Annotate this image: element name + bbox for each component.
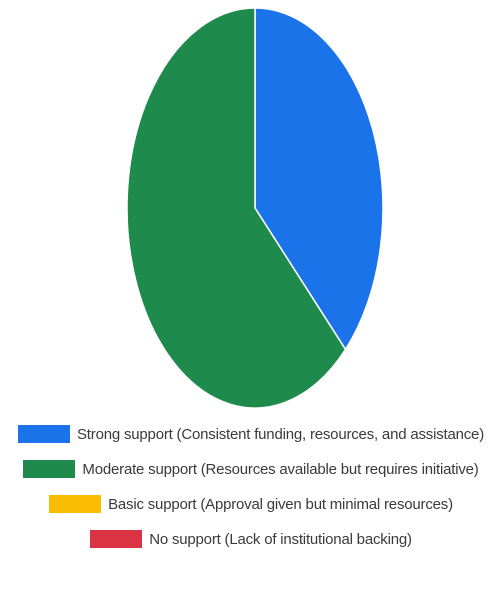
legend-item-strong-support[interactable]: Strong support (Consistent funding, reso… <box>0 424 502 444</box>
legend-label-no-support: No support (Lack of institutional backin… <box>149 530 412 548</box>
legend-swatch-basic-support <box>49 495 102 513</box>
legend-label-moderate-support: Moderate support (Resources available bu… <box>82 460 479 478</box>
pie-plot-area <box>126 7 384 409</box>
legend-item-basic-support[interactable]: Basic support (Approval given but minima… <box>0 494 502 514</box>
legend: Strong support (Consistent funding, reso… <box>0 424 502 564</box>
legend-item-no-support[interactable]: No support (Lack of institutional backin… <box>0 529 502 549</box>
pie-slice-strong-support[interactable] <box>254 7 384 351</box>
legend-label-strong-support: Strong support (Consistent funding, reso… <box>77 425 484 443</box>
pie-slice-moderate-support[interactable] <box>126 7 347 409</box>
legend-swatch-no-support <box>90 530 143 548</box>
legend-swatch-moderate-support <box>23 460 76 478</box>
legend-label-basic-support: Basic support (Approval given but minima… <box>108 495 453 513</box>
legend-item-moderate-support[interactable]: Moderate support (Resources available bu… <box>0 459 502 479</box>
legend-swatch-strong-support <box>18 425 70 443</box>
